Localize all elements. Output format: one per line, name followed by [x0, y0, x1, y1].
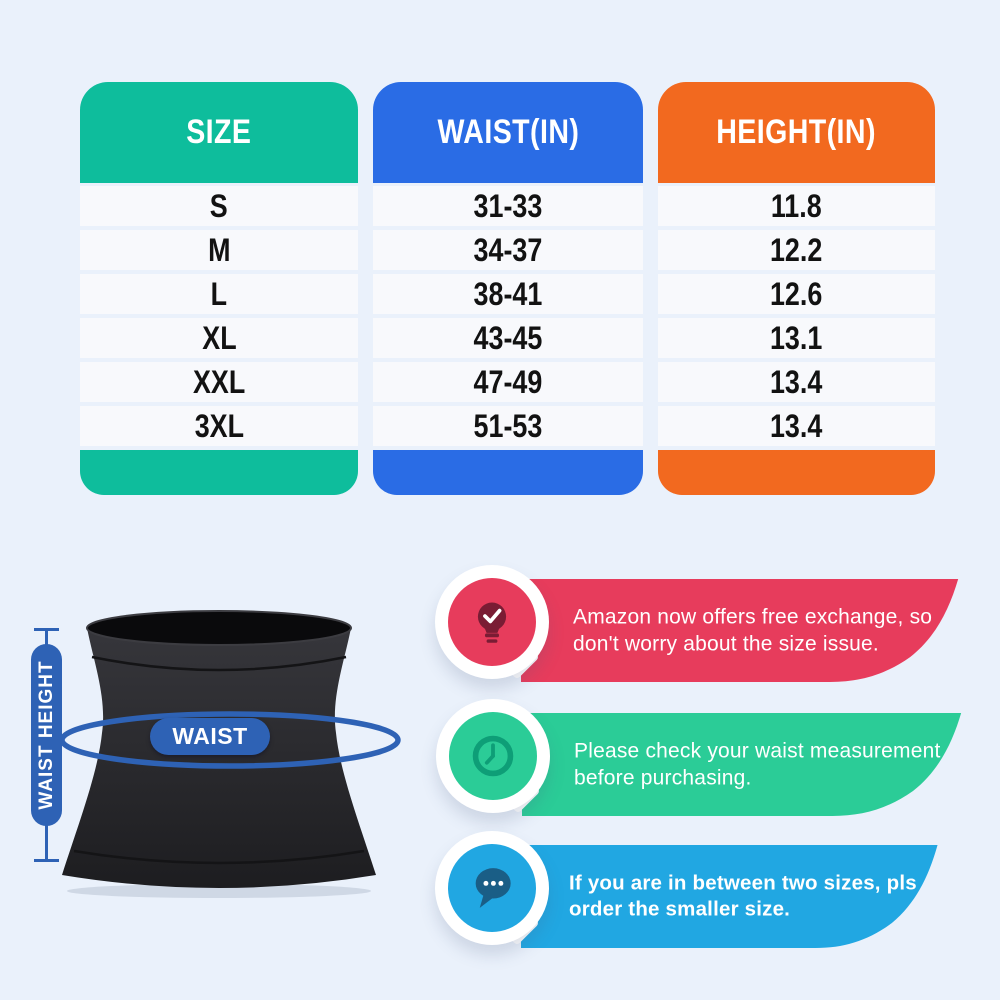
callout-banner: If you are in between two sizes, pls ord… [521, 845, 945, 948]
height-column-header: HEIGHT(IN) [658, 82, 935, 183]
lightbulb-check-icon [477, 602, 507, 643]
indicator-top-cap [34, 628, 59, 631]
trainer-top-opening [86, 610, 352, 646]
waist-height-indicator: WAIST HEIGHT [28, 624, 66, 866]
waist-column-header-label: WAIST(IN) [437, 113, 579, 151]
size-cell: XXL [80, 362, 358, 402]
size-cell: 3XL [80, 406, 358, 446]
size-cell: L [80, 274, 358, 314]
callout-badge [435, 831, 549, 946]
clock-icon [472, 735, 514, 777]
banner-shape [521, 579, 959, 682]
waist-cell: 31-33 [373, 186, 643, 226]
size-column-header: SIZE [80, 82, 358, 183]
callout-text: If you are in between two sizes, pls ord… [569, 870, 917, 921]
height-column-header-label: HEIGHT(IN) [716, 113, 877, 151]
size-chart-table: SIZE S M L XL XXL 3XL WAIST(IN) 31-33 34… [80, 82, 935, 495]
height-cell: 13.1 [658, 318, 935, 358]
height-column: HEIGHT(IN) 11.8 12.2 12.6 13.1 13.4 13.4 [658, 82, 935, 495]
trainer-top-seam [91, 655, 347, 672]
height-cell: 13.4 [658, 406, 935, 446]
waist-cell: 47-49 [373, 362, 643, 402]
height-cell: 13.4 [658, 362, 935, 402]
callout-text: Please check your waist measurement befo… [574, 739, 941, 790]
trainer-bottom-seam [73, 849, 365, 865]
callout-text: Amazon now offers free exchange, so don'… [573, 605, 933, 656]
waist-cell: 51-53 [373, 406, 643, 446]
callout-banner: Amazon now offers free exchange, so don'… [521, 579, 966, 682]
size-column-footer [80, 450, 358, 495]
size-cell: M [80, 230, 358, 270]
callout-badge [435, 565, 549, 680]
waist-cell: 34-37 [373, 230, 643, 270]
height-cell: 11.8 [658, 186, 935, 226]
waist-cell: 43-45 [373, 318, 643, 358]
waist-trainer-illustration [62, 610, 376, 898]
waist-height-label-capsule: WAIST HEIGHT [31, 644, 62, 826]
indicator-bottom-cap [34, 859, 59, 862]
waist-label-pill: WAIST [150, 718, 270, 755]
waist-column: WAIST(IN) 31-33 34-37 38-41 43-45 47-49 … [373, 82, 643, 495]
chat-dots-icon [475, 868, 511, 908]
waist-column-header: WAIST(IN) [373, 82, 643, 183]
height-cell: 12.6 [658, 274, 935, 314]
badge-disc [448, 844, 536, 932]
size-cell: S [80, 186, 358, 226]
callout-badge [436, 699, 550, 814]
trainer-ground-shadow [67, 884, 371, 898]
trainer-body [62, 628, 376, 888]
banner-shape [522, 713, 962, 816]
height-cell: 12.2 [658, 230, 935, 270]
waist-label: WAIST [172, 723, 248, 749]
waist-cell: 38-41 [373, 274, 643, 314]
banner-shape [521, 845, 938, 948]
waist-measure-ring [59, 711, 401, 769]
waist-column-footer [373, 450, 643, 495]
callout-banner: Please check your waist measurement befo… [522, 713, 969, 816]
height-column-footer [658, 450, 935, 495]
badge-disc [449, 712, 537, 800]
size-cell: XL [80, 318, 358, 358]
badge-disc [448, 578, 536, 666]
size-column-header-label: SIZE [186, 113, 252, 151]
size-column: SIZE S M L XL XXL 3XL [80, 82, 358, 495]
